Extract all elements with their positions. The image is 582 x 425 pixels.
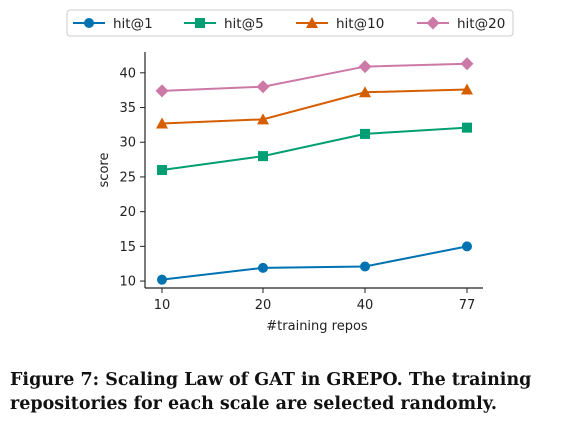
legend-label: hit@20	[457, 16, 505, 32]
legend-entry: hit@5	[184, 16, 264, 32]
legend-label: hit@1	[113, 16, 153, 32]
legend-entry: hit@10	[296, 16, 384, 32]
y-tick-label: 15	[119, 240, 136, 255]
legend-marker	[195, 18, 205, 28]
legend-label: hit@10	[336, 16, 384, 32]
data-point	[462, 122, 472, 133]
legend-label: hit@5	[224, 16, 264, 32]
data-point	[257, 113, 269, 125]
y-axis-label: score	[97, 153, 112, 188]
data-point	[461, 83, 473, 95]
x-tick-label: 77	[459, 298, 476, 313]
data-point	[460, 57, 474, 71]
y-tick-label: 35	[119, 101, 136, 116]
series-line	[161, 88, 468, 125]
series-line	[161, 126, 468, 171]
legend-entry: hit@1	[73, 16, 153, 32]
series-line	[161, 62, 468, 92]
series-hit@5	[157, 122, 472, 175]
data-point	[359, 86, 371, 98]
series-hit@1	[157, 241, 472, 285]
y-tick-label: 40	[119, 66, 136, 81]
legend-marker	[306, 17, 318, 28]
data-point	[462, 241, 472, 252]
series-line	[161, 245, 468, 281]
data-point	[358, 60, 372, 74]
legend-entry: hit@20	[417, 16, 505, 32]
data-point	[360, 261, 370, 272]
series-hit@20	[155, 57, 474, 98]
legend-marker	[84, 18, 94, 28]
data-point	[155, 84, 169, 98]
data-point	[156, 117, 168, 129]
y-tick-label: 10	[119, 275, 136, 290]
data-point	[258, 262, 268, 273]
x-tick-label: 40	[357, 298, 374, 313]
line-chart: hit@1 hit@5 hit@10 hit@20 10 15 20 25 30 35 40 10 2…	[66, 9, 514, 334]
x-tick-label: 20	[255, 298, 272, 313]
legend-box	[66, 9, 514, 37]
x-tick-label: 10	[154, 298, 171, 313]
legend: hit@1 hit@5 hit@10 hit@20	[66, 9, 514, 37]
data-point	[157, 165, 167, 175]
legend-marker	[426, 16, 440, 30]
data-point	[256, 80, 270, 94]
y-tick-label: 25	[119, 170, 136, 185]
x-axis-label: #training repos	[266, 319, 368, 334]
data-point	[360, 128, 370, 139]
figure-caption: Figure 7: Scaling Law of GAT in GREPO. T…	[10, 370, 532, 414]
data-point	[258, 151, 268, 162]
axes: 10 15 20 25 30 35 40 10 20 40 77 #training repos sco…	[97, 52, 483, 334]
data-point	[157, 274, 167, 285]
series-layer	[155, 57, 474, 285]
series-hit@10	[156, 83, 473, 129]
y-tick-label: 30	[119, 136, 136, 151]
y-tick-label: 20	[119, 205, 136, 220]
